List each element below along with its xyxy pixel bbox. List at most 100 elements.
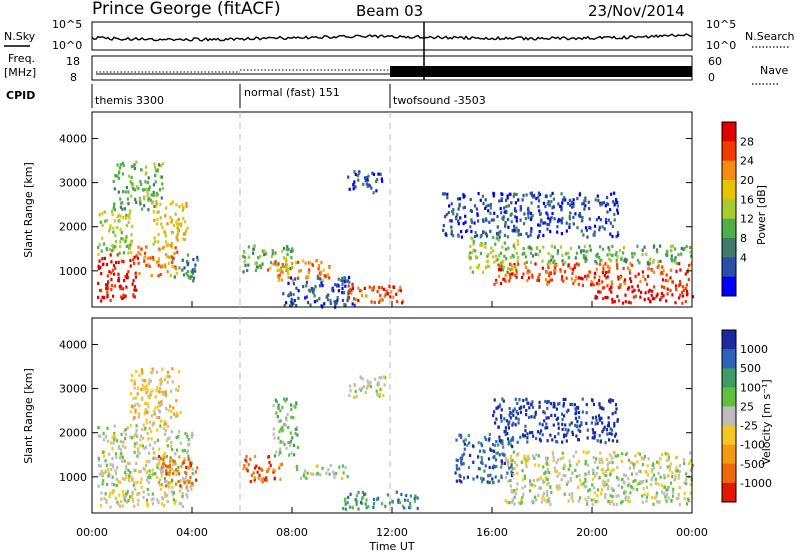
range-cell (611, 300, 614, 304)
range-cell (542, 410, 545, 414)
range-cell (504, 475, 507, 479)
range-cell (122, 489, 125, 493)
range-cell (246, 268, 249, 273)
range-cell (578, 245, 581, 249)
range-cell (355, 502, 358, 506)
range-cell (119, 504, 122, 508)
range-cell (124, 428, 127, 432)
range-cell (547, 400, 551, 404)
range-cell (586, 463, 590, 467)
range-cell (458, 433, 461, 437)
range-cell (651, 297, 654, 301)
range-cell (574, 256, 577, 260)
range-cell (613, 218, 616, 222)
range-cell (680, 290, 684, 294)
noise-sky-series (91, 33, 693, 42)
range-cell (105, 247, 109, 252)
range-cell (108, 471, 111, 475)
range-cell (358, 289, 362, 293)
range-cell (519, 204, 522, 209)
range-cell (142, 436, 145, 440)
range-cell (150, 371, 153, 375)
range-cell (165, 253, 168, 257)
range-cell (287, 275, 290, 279)
range-cell (622, 266, 625, 271)
range-cell (584, 255, 588, 259)
range-cell (136, 402, 139, 406)
range-cell (396, 300, 399, 304)
range-cell (259, 264, 262, 268)
range-cell (671, 471, 674, 475)
range-cell (174, 452, 177, 456)
range-cell (517, 421, 520, 425)
range-cell (119, 197, 122, 201)
range-cell (136, 502, 140, 506)
range-cell (628, 268, 631, 273)
range-cell (604, 217, 608, 222)
range-cell (164, 429, 167, 433)
range-cell (498, 235, 501, 239)
cpid-program-1: themis 3300 (95, 94, 164, 107)
range-cell (480, 442, 483, 446)
range-cell (327, 468, 330, 472)
range-cell (638, 261, 641, 265)
range-cell (585, 451, 588, 455)
range-cell (126, 197, 129, 201)
range-cell (127, 202, 130, 206)
range-cell (166, 254, 169, 259)
range-cell (119, 480, 122, 484)
range-cell (474, 249, 477, 253)
range-cell (165, 407, 168, 411)
range-cell (646, 492, 649, 496)
range-cell (109, 441, 113, 445)
range-cell (265, 476, 268, 480)
range-cell (549, 220, 552, 224)
range-cell (511, 466, 514, 471)
range-cell (524, 265, 528, 269)
range-cell (533, 484, 537, 488)
range-cell (275, 450, 278, 454)
range-cell (626, 499, 629, 503)
range-cell (342, 291, 345, 295)
range-cell (555, 484, 558, 488)
range-cell (549, 485, 552, 489)
range-cell (134, 396, 137, 400)
range-cell (298, 269, 301, 273)
range-cell (361, 386, 364, 391)
range-cell (130, 494, 133, 498)
range-cell (494, 242, 497, 246)
range-cell (326, 298, 330, 302)
range-cell (244, 255, 247, 259)
range-cell (154, 165, 157, 170)
range-cell (633, 252, 636, 256)
range-cell (659, 475, 662, 479)
range-cell (468, 441, 471, 445)
range-cell (558, 472, 561, 476)
range-cell (567, 256, 570, 260)
range-cell (529, 191, 532, 196)
range-cell (578, 424, 581, 428)
range-cell (362, 385, 366, 389)
range-cell (526, 436, 529, 440)
range-cell (133, 382, 136, 386)
range-cell (119, 453, 122, 457)
range-cell (112, 441, 115, 445)
range-cell (317, 267, 320, 271)
range-cell (255, 265, 258, 269)
range-cell (288, 441, 291, 445)
range-cell (587, 274, 590, 278)
range-cell (363, 493, 366, 497)
range-cell (568, 217, 571, 221)
range-cell (616, 208, 619, 212)
range-cell (545, 211, 548, 215)
range-cell (148, 378, 151, 382)
range-cell (530, 215, 533, 219)
range-cell (644, 291, 647, 295)
range-cell (294, 261, 297, 265)
range-cell (633, 462, 637, 466)
range-cell (175, 388, 178, 392)
range-cell (616, 231, 619, 235)
range-cell (125, 224, 128, 228)
range-cell (111, 244, 114, 248)
range-cell (285, 268, 288, 272)
